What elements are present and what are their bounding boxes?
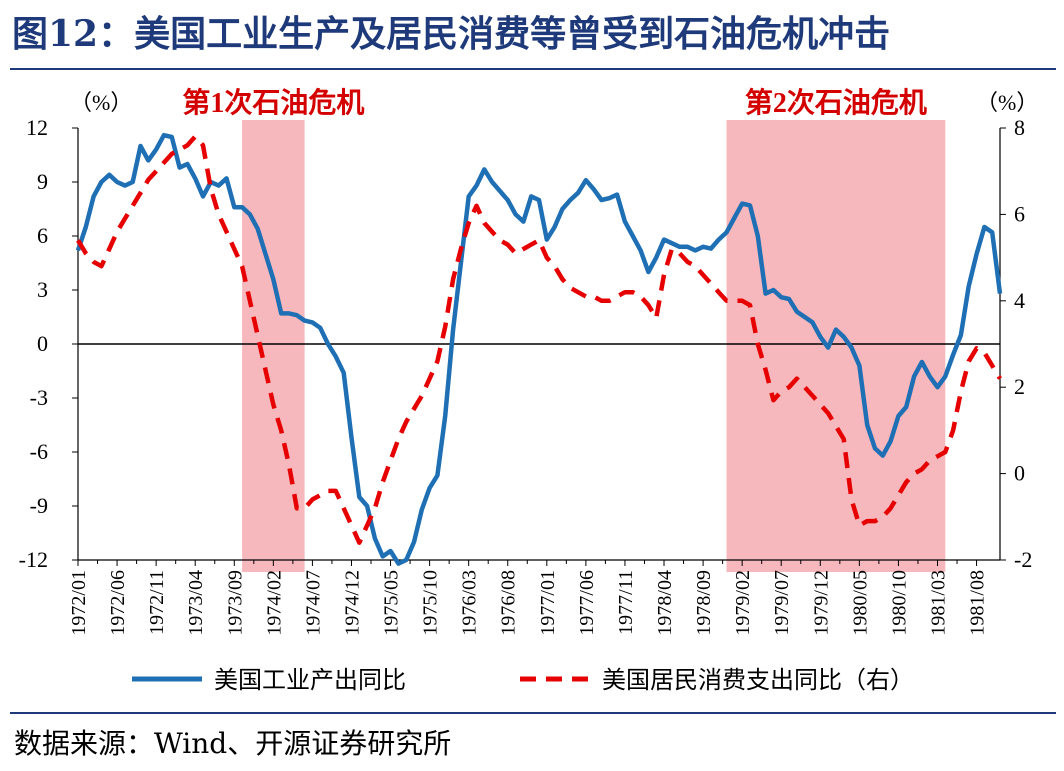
right-tick-label: 6 (1014, 201, 1025, 226)
right-tick-label: 2 (1014, 374, 1025, 399)
x-tick-label: 1977/01 (537, 570, 559, 636)
oil-crisis-shade-2 (726, 120, 946, 572)
left-tick-label: -12 (19, 547, 48, 572)
x-tick-label: 1972/06 (107, 570, 129, 636)
x-tick-label: 1972/01 (68, 570, 90, 636)
labels-layer: 第1次石油危机 第2次石油危机 12 9 6 3 0 -3 -6 -9 -12 8 6 4 2 0 -2 （%） （… (19, 86, 1039, 636)
left-tick-label: -3 (30, 385, 48, 410)
shaded-periods-layer (242, 120, 946, 572)
x-tick-label: 1977/06 (576, 570, 598, 636)
x-tick-label: 1979/12 (810, 570, 832, 636)
x-tick-label: 1976/03 (459, 570, 481, 636)
source-divider (10, 712, 1056, 714)
line-chart: 第1次石油危机 第2次石油危机 12 9 6 3 0 -3 -6 -9 -12 8 6 4 2 0 -2 （%） （… (19, 86, 1039, 694)
left-tick-label: 12 (26, 115, 48, 140)
x-tick-label: 1981/08 (967, 570, 989, 636)
x-tick-label: 1980/05 (849, 570, 871, 636)
x-tick-label: 1973/04 (185, 570, 207, 636)
left-tick-label: 6 (37, 223, 48, 248)
legend: 美国工业产出同比 美国居民消费支出同比（右） (132, 667, 914, 694)
right-tick-label: -2 (1014, 547, 1032, 572)
left-tick-label: 9 (37, 169, 48, 194)
series-line-industrial-output (75, 132, 1003, 566)
x-tick-label: 1979/07 (771, 570, 793, 636)
x-tick-label: 1981/03 (927, 570, 949, 636)
x-tick-label: 1977/11 (615, 570, 637, 635)
left-tick-label: 3 (37, 277, 48, 302)
series-line-consumption (76, 134, 1002, 545)
x-tick-label: 1975/10 (420, 570, 442, 636)
x-tick-label: 1974/07 (302, 570, 324, 636)
left-axis-unit: （%） (70, 90, 132, 115)
series-layer (75, 132, 1003, 566)
right-axis-unit: （%） (976, 90, 1038, 115)
x-tick-label: 1974/12 (341, 570, 363, 636)
right-tick-label: 4 (1014, 288, 1025, 313)
x-tick-label: 1972/11 (146, 570, 168, 635)
legend-label-consumption: 美国居民消费支出同比（右） (602, 667, 914, 694)
x-tick-label: 1973/09 (224, 570, 246, 636)
x-tick-label: 1979/02 (732, 570, 754, 636)
x-tick-label: 1978/04 (654, 570, 676, 636)
figure-title: 图12：美国工业生产及居民消费等曾受到石油危机冲击 (12, 13, 891, 55)
x-tick-label: 1980/10 (888, 570, 910, 636)
right-tick-label: 0 (1014, 461, 1025, 486)
legend-label-industrial-output: 美国工业产出同比 (214, 667, 406, 694)
title-divider (10, 68, 1056, 70)
oil-crisis-label-1: 第1次石油危机 (182, 86, 364, 119)
oil-crisis-label-2: 第2次石油危机 (745, 86, 927, 119)
x-tick-label: 1976/08 (498, 570, 520, 636)
right-tick-label: 8 (1014, 115, 1025, 140)
x-tick-label: 1974/02 (263, 570, 285, 636)
left-tick-label: 0 (37, 331, 48, 356)
left-tick-label: -6 (30, 439, 48, 464)
left-tick-label: -9 (30, 493, 48, 518)
source-note: 数据来源：Wind、开源证券研究所 (14, 727, 452, 760)
x-tick-label: 1975/05 (381, 570, 403, 636)
x-tick-label: 1978/09 (693, 570, 715, 636)
